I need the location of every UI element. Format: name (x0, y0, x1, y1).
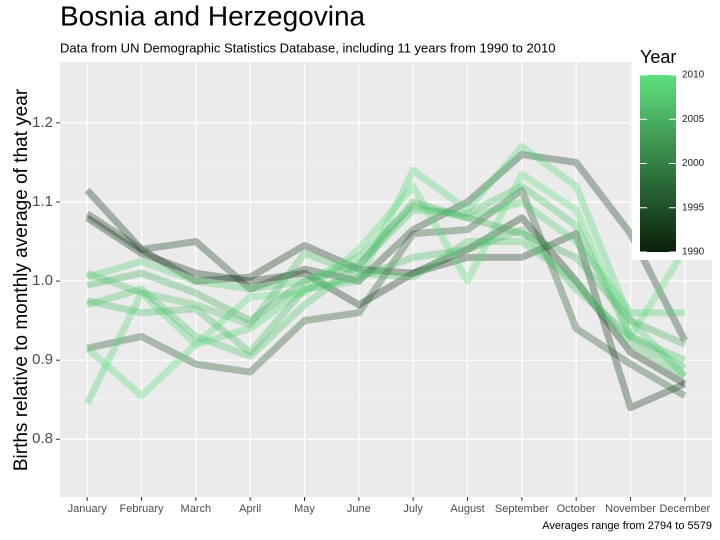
colorbar-label: 1990 (682, 247, 705, 258)
series-line (84, 187, 687, 412)
x-tick-label: March (181, 503, 212, 515)
series-line (85, 151, 688, 342)
colorbar-label: 2000 (682, 158, 705, 169)
colorbar-label: 1995 (682, 202, 705, 213)
y-axis-label: Births relative to monthly average of th… (11, 88, 32, 471)
x-tick-label: June (347, 503, 371, 515)
series-line (86, 226, 687, 372)
chart-title: Bosnia and Herzegovina (60, 0, 366, 31)
y-tick-label: 1.0 (32, 272, 53, 289)
chart-subtitle: Data from UN Demographic Statistics Data… (60, 40, 555, 55)
y-tick-label: 0.9 (32, 351, 53, 368)
x-tick-label: July (403, 503, 423, 515)
panel (60, 62, 712, 497)
y-tick-label: 1.1 (32, 193, 53, 210)
x-tick-label: October (557, 503, 596, 515)
x-tick-label: August (450, 503, 484, 515)
series-line (86, 198, 687, 348)
x-tick-label: April (239, 503, 261, 515)
colorbar-label: 2010 (682, 70, 705, 81)
series-line (86, 182, 687, 364)
x-tick-label: December (659, 503, 710, 515)
y-tick-label: 1.2 (32, 114, 53, 131)
series-line (86, 186, 687, 399)
series-line (84, 143, 688, 406)
y-tick-label: 0.8 (32, 430, 53, 447)
legend-title: Year (640, 47, 676, 67)
caption: Averages range from 2794 to 5579 (542, 520, 712, 532)
colorbar-label: 2005 (682, 114, 705, 125)
x-tick-label: January (68, 503, 108, 515)
x-tick-label: November (605, 503, 656, 515)
x-tick-label: September (495, 503, 549, 515)
x-tick-label: February (119, 503, 164, 515)
series-line (85, 238, 687, 380)
series-line (85, 214, 687, 387)
series-line (86, 198, 685, 317)
x-tick-label: May (294, 503, 315, 515)
series-line (84, 170, 688, 400)
